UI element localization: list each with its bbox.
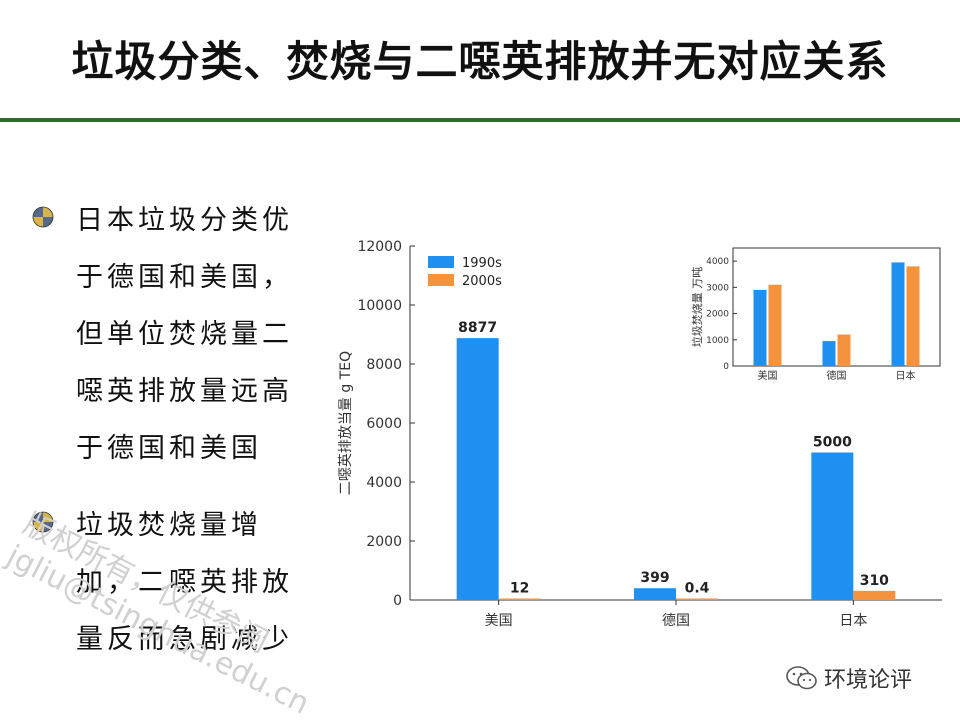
- data-label: 12: [510, 581, 529, 597]
- bar-1990s-德国: [634, 588, 676, 600]
- y-tick-label: 2000: [366, 534, 402, 550]
- bullet-2: 垃圾焚烧量增 加，二噁英排放 量反而急剧减少: [32, 503, 312, 663]
- x-tick-label: 日本: [839, 613, 867, 629]
- bar-2000s-美国: [498, 598, 541, 600]
- bar-1990s-美国: [456, 338, 499, 600]
- x-tick-label: 美国: [485, 613, 513, 629]
- slide-title: 垃圾分类、焚烧与二噁英排放并无对应关系: [71, 37, 889, 86]
- y-tick-label: 10000: [357, 298, 402, 314]
- inset-bar-2000s-德国: [837, 334, 851, 366]
- y-tick-label: 6000: [366, 416, 402, 432]
- y-tick-label: 4000: [366, 475, 402, 491]
- inset-y-tick-label: 0: [723, 362, 729, 372]
- inset-bar-2000s-日本: [906, 266, 920, 366]
- inset-y-tick-label: 4000: [706, 257, 729, 267]
- inset-y-axis-label: 垃圾焚烧量 万吨: [690, 267, 704, 348]
- data-label: 8877: [458, 320, 497, 336]
- inset-y-tick-label: 2000: [706, 310, 729, 320]
- bullet-sphere-icon: [32, 511, 54, 533]
- legend-swatch-2000s: [428, 274, 454, 286]
- bullet-2-line-2: 加，二噁英排放: [76, 567, 293, 598]
- bar-1990s-日本: [811, 452, 854, 600]
- inset-frame: [732, 247, 941, 367]
- bullet-sphere-icon: [32, 206, 54, 228]
- bar-2000s-德国: [676, 598, 718, 600]
- bullet-1-line-5: 于德国和美国: [76, 433, 262, 464]
- y-tick-label: 8000: [366, 357, 402, 373]
- inset-bar-1990s-美国: [753, 289, 767, 366]
- bullet-1-line-2: 于德国和美国，: [76, 262, 293, 293]
- brand-label: 环境论评: [824, 668, 913, 693]
- inset-y-tick-label: 3000: [706, 283, 729, 293]
- legend-label: 1990s: [462, 256, 502, 271]
- data-label: 399: [640, 570, 669, 586]
- title-divider: [0, 118, 960, 122]
- inset-bar-2000s-美国: [768, 284, 782, 366]
- legend-swatch-1990s: [428, 256, 454, 268]
- inset-x-tick-label: 美国: [758, 369, 778, 382]
- bullet-2-line-1: 垃圾焚烧量增: [76, 510, 262, 541]
- inset-bar-1990s-日本: [891, 262, 905, 366]
- wechat-icon: [786, 666, 817, 690]
- bullet-2-line-3: 量反而急剧减少: [76, 624, 293, 655]
- brand: 环境论评: [786, 662, 912, 694]
- bar-2000s-日本: [853, 590, 896, 600]
- bullet-1-line-3: 但单位焚烧量二: [76, 319, 293, 350]
- bullet-1-line-1: 日本垃圾分类优: [76, 205, 293, 236]
- inset-x-tick-label: 德国: [827, 369, 847, 382]
- data-label: 0.4: [685, 581, 710, 597]
- y-axis-label: 二噁英排放当量 g TEQ: [337, 351, 354, 495]
- bullet-1-line-4: 噁英排放量远高: [76, 376, 293, 407]
- y-tick-label: 0: [393, 593, 402, 609]
- x-tick-label: 德国: [662, 613, 690, 629]
- data-label: 5000: [813, 435, 852, 451]
- y-tick-label: 12000: [357, 239, 402, 255]
- data-label: 310: [860, 573, 889, 589]
- inset-bar-1990s-德国: [822, 341, 836, 366]
- bullet-1: 日本垃圾分类优 于德国和美国， 但单位焚烧量二 噁英排放量远高 于德国和美国: [32, 198, 312, 478]
- legend-label: 2000s: [462, 274, 502, 289]
- inset-x-tick-label: 日本: [896, 369, 916, 382]
- inset-y-tick-label: 1000: [706, 336, 729, 346]
